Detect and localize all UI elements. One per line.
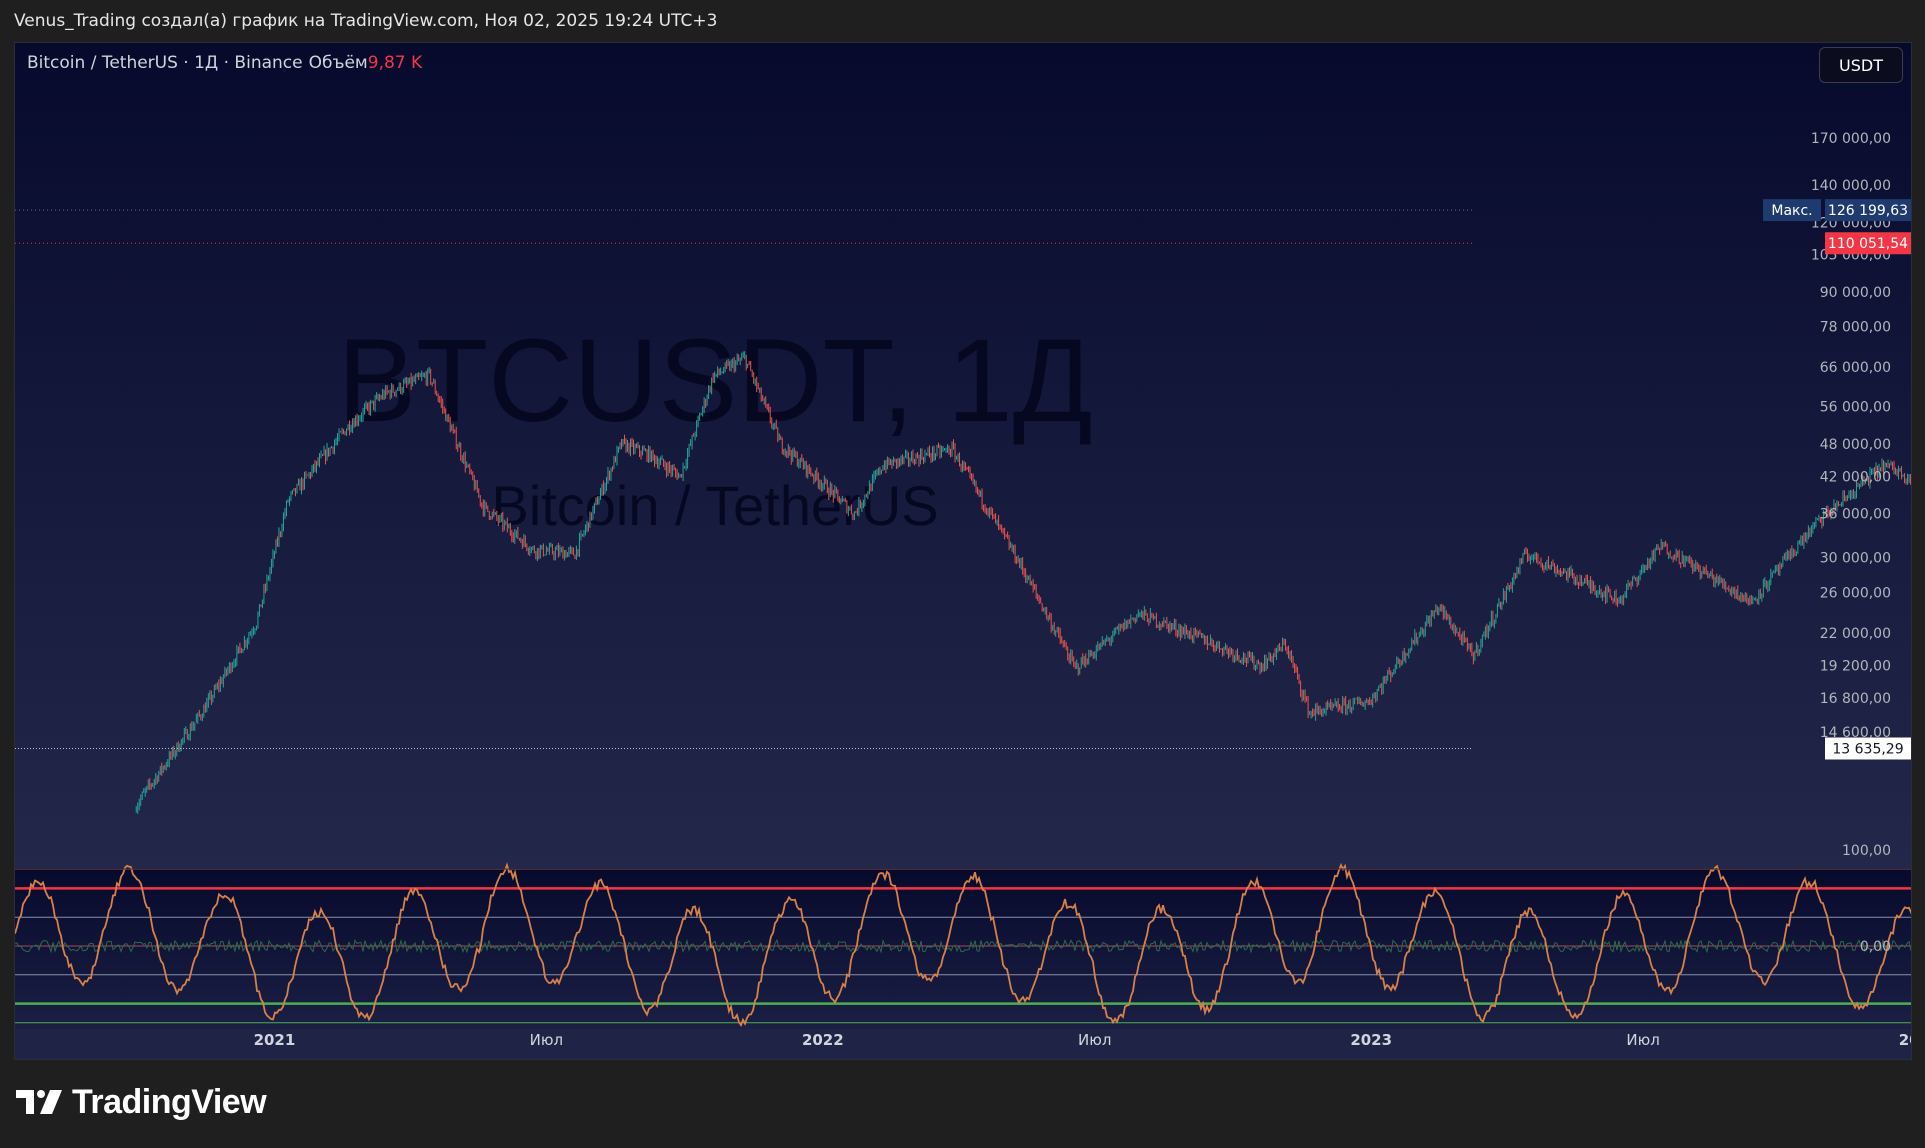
brand-name: TradingView [72, 1082, 267, 1121]
time-axis[interactable]: Июл2021Июл2022Июл2023Июл2024Июл2025Июл20… [15, 1029, 1911, 1059]
y-tick-label: 36 000,00 [1820, 507, 1891, 523]
y-tick-label: 66 000,00 [1820, 360, 1891, 376]
attribution-text: Venus_Trading создал(а) график на Tradin… [14, 11, 718, 31]
price-chart[interactable]: BTCUSDT, 1Д Bitcoin / TetherUS 170 000,0… [15, 43, 1911, 1059]
oscillator-line [15, 862, 1911, 1027]
y-tick-label: 48 000,00 [1820, 437, 1891, 453]
tradingview-logo-icon [16, 1090, 62, 1114]
x-tick-label: Июл [530, 1031, 563, 1049]
y-tick-label: 42 000,00 [1820, 469, 1891, 485]
x-tick-label: Июл [1078, 1031, 1111, 1049]
max-price-label-bg [1763, 199, 1821, 222]
oscillator-histogram [15, 938, 1911, 954]
low-price-tag [1825, 737, 1911, 760]
candles-layer [135, 351, 1911, 814]
overlay-layer [15, 209, 1473, 749]
symbol-title[interactable]: Bitcoin / TetherUS · 1Д · Binance [27, 53, 303, 73]
x-tick-label: 2022 [802, 1031, 844, 1049]
y-tick-label: 14 600,00 [1820, 725, 1891, 741]
attribution-bar: Venus_Trading создал(а) график на Tradin… [0, 0, 1925, 42]
time-axis-background [15, 1029, 1911, 1059]
y-tick-label: 90 000,00 [1820, 285, 1891, 301]
x-tick-label: Июл [1626, 1031, 1659, 1049]
symbol-legend[interactable]: Bitcoin / TetherUS · 1Д · Binance Объём9… [27, 53, 422, 73]
y-tick-label: 170 000,00 [1811, 131, 1891, 147]
oscillator-layer [15, 862, 1911, 1027]
watermark-name: Bitcoin / TetherUS [491, 474, 938, 537]
x-tick-label: 2024 [1899, 1031, 1911, 1049]
y-tick-label: 16 800,00 [1820, 691, 1891, 707]
x-tick-label: 2021 [254, 1031, 296, 1049]
last-price-tag [1825, 232, 1911, 255]
chart-frame[interactable]: BTCUSDT, 1Д Bitcoin / TetherUS 170 000,0… [14, 42, 1912, 1060]
volume-label: Объём9,87 K [308, 53, 423, 73]
y-tick-label: 19 200,00 [1820, 659, 1891, 675]
max-price-value: 126 199,63 [1828, 203, 1908, 219]
oscillator-tick-label: 0,00 [1860, 939, 1891, 955]
y-tick-label: 26 000,00 [1820, 585, 1891, 601]
last-price-value: 110 051,54 [1828, 236, 1908, 252]
max-price-label: Макс. [1771, 203, 1812, 219]
y-tick-label: 30 000,00 [1820, 551, 1891, 567]
y-tick-label: 140 000,00 [1811, 178, 1891, 194]
oscillator-tick-label: 100,00 [1842, 843, 1891, 859]
volume-value: 9,87 K [367, 53, 423, 73]
price-pane-background [15, 43, 1911, 869]
oscillator-pane-background [15, 869, 1911, 1059]
x-tick-label: 2023 [1350, 1031, 1392, 1049]
y-tick-label: 56 000,00 [1820, 400, 1891, 416]
tradingview-brand: TradingView [16, 1082, 267, 1122]
max-price-tag [1825, 199, 1911, 222]
low-price-value: 13 635,29 [1832, 741, 1903, 757]
y-tick-label: 78 000,00 [1820, 320, 1891, 336]
currency-button[interactable]: USDT [1819, 47, 1903, 83]
y-tick-label: 22 000,00 [1820, 626, 1891, 642]
